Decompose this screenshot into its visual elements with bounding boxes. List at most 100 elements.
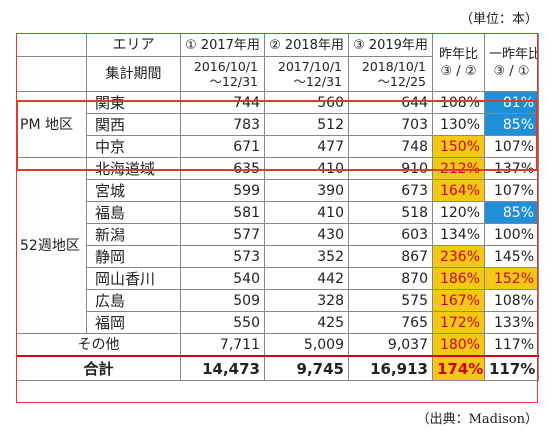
value-2019: 867 [348,245,433,268]
total-2018: 9,745 [264,355,349,381]
value-yoy: 172% [432,311,485,334]
header-2018: ② 2018年用 [264,33,349,57]
other-2018: 5,009 [264,333,349,357]
period-2018: 2017/10/1 ～12/31 [264,56,349,92]
header-area: エリア [86,33,181,57]
value-2018: 390 [264,179,349,202]
unit-note: （単位：本） [459,12,538,27]
table-row: 福島 581 410 518 120% 85% [17,201,539,224]
sales-table: エリア ① 2017年用 ② 2018年用 ③ 2019年用 昨年比 ③ / ②… [16,33,539,381]
region-name: 福島 [86,201,181,224]
region-name: 関東 [86,91,181,114]
other-yoy: 180% [432,333,485,357]
value-2017: 581 [180,201,265,224]
value-two-year: 145% [484,245,539,268]
value-2017: 783 [180,113,265,136]
other-row: その他 7,711 5,009 9,037 180% 117% [16,333,539,357]
value-2019: 575 [348,289,433,312]
table-row: 岡山香川 540 442 870 186% 152% [17,267,539,290]
value-yoy: 164% [432,179,485,202]
table-body: PM 地区 関東 744 560 644 108% 81% 関西 783 512 703 130% 85… [16,91,539,334]
value-2018: 442 [264,267,349,290]
value-2019: 765 [348,311,433,334]
header-yoy-sub: ③ / ② [440,63,477,79]
value-two-year: 107% [484,179,539,202]
header-yoy-label: 昨年比 [438,46,478,62]
region-name: 岡山香川 [86,267,181,290]
other-two-year: 117% [484,333,539,357]
value-2018: 512 [264,113,349,136]
value-2019: 644 [348,91,433,114]
value-2017: 577 [180,223,265,246]
value-yoy: 167% [432,289,485,312]
value-yoy: 186% [432,267,485,290]
value-2018: 477 [264,135,349,158]
value-yoy: 134% [432,223,485,246]
value-2019: 910 [348,157,433,180]
header-corner-2 [16,56,87,92]
value-2017: 671 [180,135,265,158]
table-row: 宮城 599 390 673 164% 107% [17,179,539,202]
value-two-year: 85% [484,113,539,136]
source-note: （出典：Madison） [416,412,538,427]
value-2018: 328 [264,289,349,312]
table-row: 中京 671 477 748 150% 107% [17,135,539,158]
region-name: 静岡 [86,245,181,268]
group-label-52-week: 52週地区 [16,157,87,334]
table-row: 52週地区 北海道域 635 410 910 212% 137% [16,157,539,334]
header-two-year: 一昨年比 ③ / ① [484,33,539,92]
header-corner [16,33,87,57]
value-2018: 352 [264,245,349,268]
value-2017: 573 [180,245,265,268]
region-name: 宮城 [86,179,181,202]
total-label: 合計 [16,355,181,381]
table-row: PM 地区 関東 744 560 644 108% 81% [16,91,539,158]
value-2017: 550 [180,311,265,334]
value-two-year: 85% [484,201,539,224]
value-2018: 410 [264,157,349,180]
total-yoy: 174% [432,355,485,381]
header-yoy: 昨年比 ③ / ② [432,33,485,92]
value-2019: 748 [348,135,433,158]
value-2019: 703 [348,113,433,136]
value-2018: 425 [264,311,349,334]
region-name: 新潟 [86,223,181,246]
value-two-year: 133% [484,311,539,334]
region-name: 北海道域 [86,157,181,180]
value-two-year: 152% [484,267,539,290]
value-yoy: 108% [432,91,485,114]
region-name: 広島 [86,289,181,312]
total-2019: 16,913 [348,355,433,381]
header-row-2: 集計期間 2016/10/1 ～12/31 2017/10/1 ～12/31 2… [16,56,539,92]
table-row: 静岡 573 352 867 236% 145% [17,245,539,268]
region-name: 福岡 [86,311,181,334]
value-two-year: 100% [484,223,539,246]
table-row: 福岡 550 425 765 172% 133% [17,311,539,334]
header-row-1: エリア ① 2017年用 ② 2018年用 ③ 2019年用 昨年比 ③ / ②… [16,33,539,92]
header-2019: ③ 2019年用 [348,33,433,57]
value-two-year: 81% [484,91,539,114]
table-row: 関西 783 512 703 130% 85% [17,113,539,136]
value-yoy: 236% [432,245,485,268]
header-period: 集計期間 [86,56,181,92]
period-2019: 2018/10/1 ～12/25 [348,56,433,92]
value-2019: 603 [348,223,433,246]
value-yoy: 120% [432,201,485,224]
header-two-year-label: 一昨年比 [489,46,539,62]
value-2018: 430 [264,223,349,246]
table-row: 広島 509 328 575 167% 108% [17,289,539,312]
value-yoy: 150% [432,135,485,158]
period-2017: 2016/10/1 ～12/31 [180,56,265,92]
header-2017: ① 2017年用 [180,33,265,57]
value-two-year: 107% [484,135,539,158]
value-2017: 540 [180,267,265,290]
total-row: 合計 14,473 9,745 16,913 174% 117% [16,355,539,381]
region-name: 中京 [86,135,181,158]
region-name: 関西 [86,113,181,136]
value-two-year: 137% [484,157,539,180]
total-2017: 14,473 [180,355,265,381]
value-2018: 410 [264,201,349,224]
other-label: その他 [16,333,181,357]
value-2019: 870 [348,267,433,290]
value-2017: 599 [180,179,265,202]
